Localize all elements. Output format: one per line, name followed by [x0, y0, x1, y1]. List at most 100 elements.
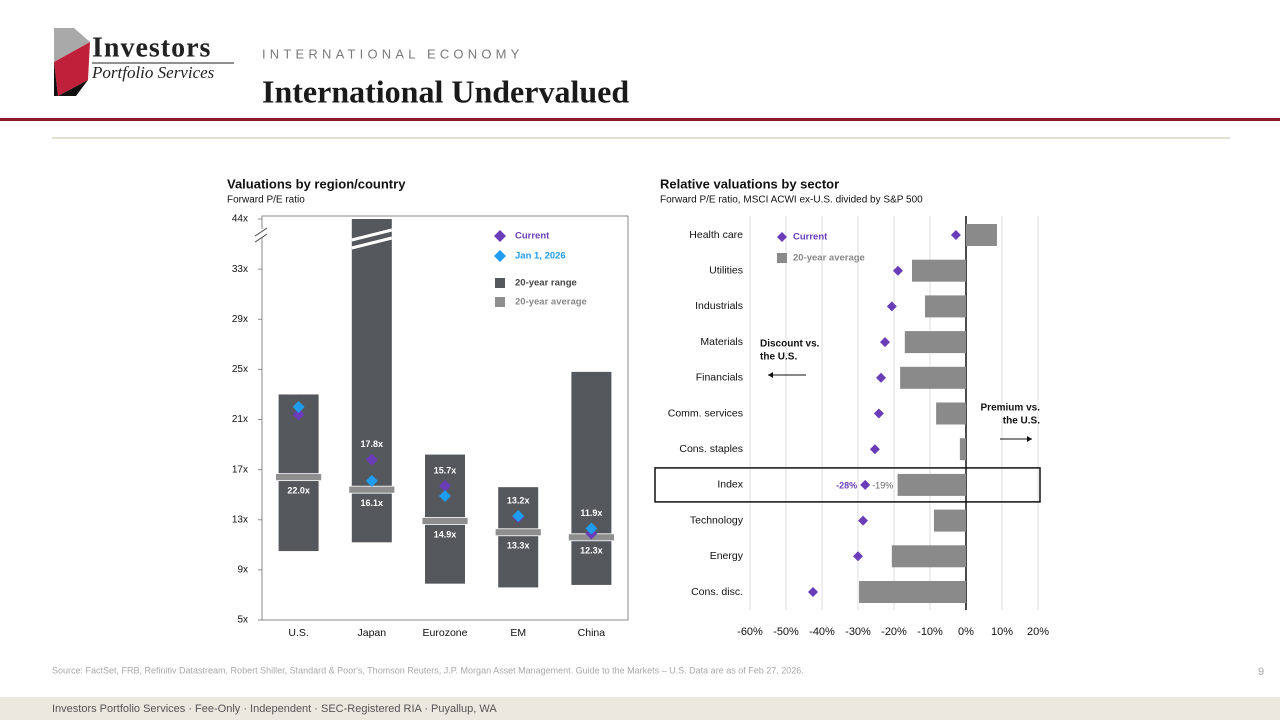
current-marker	[365, 453, 378, 466]
current-label: -28%	[836, 480, 857, 490]
current-label: 21.4x	[287, 386, 310, 396]
jan-label: 22.0x	[287, 486, 310, 496]
x-tick-label: -10%	[917, 626, 943, 638]
category-label: Cons. disc.	[691, 586, 743, 598]
annotation: the U.S.	[1003, 416, 1040, 427]
current-marker	[853, 551, 863, 562]
current-marker	[808, 587, 818, 597]
average-bar	[936, 402, 966, 425]
annotation: the U.S.	[760, 352, 797, 363]
x-tick-label: 0%	[958, 626, 974, 638]
current-label: 17.8x	[361, 439, 384, 449]
logo-text: Investors	[92, 32, 211, 63]
legend-swatch	[777, 253, 787, 263]
average-bar	[904, 331, 966, 354]
footer-band	[0, 697, 1280, 720]
legend-label: 20-year average	[515, 297, 587, 308]
x-tick-label: China	[578, 627, 606, 639]
average-bar	[959, 438, 966, 461]
y-tick-label: 33x	[232, 264, 248, 275]
logo-subtext: Portfolio Services	[91, 63, 215, 82]
logo-shape	[54, 62, 58, 96]
jan-marker	[292, 400, 305, 413]
current-marker	[869, 444, 880, 455]
average-bar	[912, 259, 966, 282]
category-label: Utilities	[709, 264, 743, 276]
category-label: Index	[717, 479, 743, 491]
category-label: Comm. services	[668, 407, 743, 419]
y-tick-label: 13x	[232, 514, 248, 525]
y-tick-label: 25x	[232, 364, 248, 375]
jan-label: 13.3x	[507, 541, 530, 551]
average-bar	[966, 224, 997, 246]
x-tick-label: -20%	[881, 626, 907, 638]
eyebrow: INTERNATIONAL ECONOMY	[262, 46, 524, 61]
chart-title: Valuations by region/country	[227, 176, 406, 191]
current-marker	[880, 337, 890, 348]
current-marker	[439, 479, 451, 492]
x-tick-label: 20%	[1027, 626, 1049, 638]
legend-swatch	[495, 278, 505, 288]
x-tick-label: EM	[510, 627, 526, 639]
highlight-box	[654, 467, 1041, 503]
y-tick-label: 44x	[232, 214, 248, 225]
category-label: Technology	[690, 514, 744, 526]
legend-label: Current	[793, 232, 828, 243]
plot-frame	[261, 215, 629, 621]
legend-marker	[777, 232, 787, 242]
axis-break	[254, 227, 268, 237]
category-label: Industrials	[695, 300, 743, 312]
average-label: -19%	[872, 480, 893, 490]
legend-marker	[494, 250, 506, 262]
jan-marker	[365, 474, 378, 487]
chart-subtitle: Forward P/E ratio	[227, 195, 305, 206]
category-label: Materials	[700, 336, 743, 348]
logo-shape	[58, 80, 88, 96]
current-marker	[876, 372, 887, 383]
jan-marker	[585, 522, 598, 535]
average-bar	[933, 509, 966, 532]
category-label: Cons. staples	[679, 443, 743, 455]
current-marker	[886, 301, 897, 312]
y-tick-label: 17x	[232, 464, 248, 475]
chart-title: Relative valuations by sector	[660, 176, 839, 191]
source: Source: FactSet, FRB, Refinitiv Datastre…	[52, 665, 804, 675]
chart-subtitle: Forward P/E ratio, MSCI ACWI ex-U.S. div…	[660, 195, 923, 206]
annotation: Premium vs.	[981, 403, 1041, 414]
legend-label: Jan 1, 2026	[515, 251, 566, 262]
average-bar	[421, 517, 469, 525]
logo-shape	[54, 28, 90, 62]
average-bar	[275, 473, 323, 482]
average-bar	[924, 295, 966, 318]
divider	[52, 137, 1230, 139]
current-label: 11.9x	[580, 508, 602, 518]
jan-marker	[512, 509, 525, 522]
category-label: Financials	[696, 372, 743, 384]
axis-break-gap	[261, 229, 264, 238]
average-bar	[859, 581, 966, 603]
annotation: Discount vs.	[760, 339, 820, 350]
range-bar	[571, 371, 612, 585]
jan-label: 14.9x	[434, 529, 457, 539]
y-tick-label: 9x	[237, 565, 248, 576]
current-label: 15.7x	[434, 465, 457, 475]
average-bar	[348, 485, 396, 494]
slide-title: International Undervalued	[262, 73, 629, 109]
y-tick-label: 21x	[232, 414, 248, 425]
arrow-head	[768, 372, 773, 378]
x-tick-label: Eurozone	[423, 627, 468, 639]
x-tick-label: U.S.	[288, 627, 308, 639]
average-bar	[900, 366, 966, 389]
jan-label: 12.3x	[580, 546, 603, 556]
legend-label: 20-year average	[793, 253, 865, 264]
bar-break	[351, 228, 393, 242]
jan-label: 16.1x	[361, 498, 384, 508]
page-number: 9	[1258, 666, 1264, 678]
average-bar	[891, 545, 966, 568]
current-label: 13.2x	[507, 495, 530, 505]
x-tick-label: -40%	[809, 626, 835, 638]
current-marker	[892, 265, 903, 276]
current-marker	[858, 515, 869, 526]
